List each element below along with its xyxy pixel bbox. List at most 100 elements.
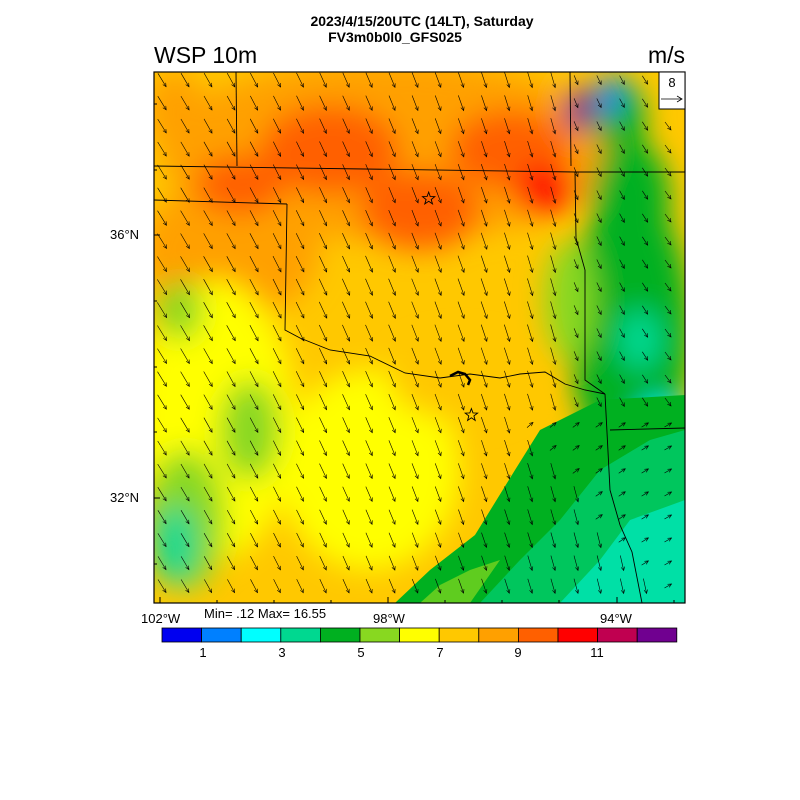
- wind-vector: [296, 164, 304, 180]
- wind-vector-head: [415, 337, 419, 342]
- wind-vector-head: [346, 152, 350, 158]
- wind-vector-head: [437, 152, 442, 158]
- wind-vector-head: [506, 589, 511, 594]
- wind-vector-head: [506, 451, 511, 457]
- map-title-datetime: 2023/4/15/20UTC (14LT), Saturday: [310, 13, 534, 29]
- wind-vector-head: [368, 566, 373, 571]
- colorbar-label-7: 7: [436, 645, 444, 660]
- wind-vector-head: [254, 106, 259, 111]
- wind-vector-head: [162, 565, 167, 571]
- wind-vector: [226, 141, 236, 157]
- wind-vector-head: [300, 474, 304, 479]
- wind-vector: [249, 301, 259, 319]
- wind-vector-head: [574, 172, 579, 178]
- wind-vector: [504, 555, 510, 571]
- wind-vector: [249, 256, 259, 272]
- wind-vector: [642, 75, 648, 85]
- wind-vector: [595, 422, 603, 428]
- wind-vector: [295, 255, 305, 273]
- wind-vector: [550, 486, 556, 502]
- wind-vector: [342, 95, 350, 111]
- wind-vector-head: [621, 402, 625, 408]
- wind-vector: [273, 463, 281, 479]
- wind-vector-head: [437, 589, 442, 594]
- wind-vector-head: [437, 245, 442, 250]
- wind-vector: [365, 255, 373, 273]
- wind-vector: [642, 305, 648, 315]
- wind-vector-head: [414, 382, 419, 388]
- wind-vector: [504, 278, 510, 296]
- wind-vector: [620, 555, 624, 571]
- wind-vector: [180, 486, 190, 502]
- wind-vector-head: [369, 451, 373, 457]
- wind-vector-head: [300, 588, 304, 594]
- wind-vector-head: [552, 152, 557, 158]
- wind-vector: [319, 486, 327, 502]
- wind-vector-head: [277, 336, 282, 342]
- wind-vector-head: [529, 83, 534, 89]
- wind-vector: [642, 374, 648, 384]
- wind-vector-head: [369, 198, 373, 204]
- wind-vector: [434, 209, 442, 227]
- wind-vector: [527, 163, 533, 181]
- wind-vector: [272, 210, 282, 226]
- wind-vector: [411, 255, 419, 273]
- wind-vector-head: [644, 287, 649, 292]
- wind-vector-head: [391, 106, 396, 112]
- wind-vector: [250, 579, 258, 593]
- wind-vector-head: [368, 588, 373, 594]
- wind-vector: [319, 324, 327, 342]
- wind-vector: [664, 491, 672, 497]
- wind-vector: [296, 417, 304, 433]
- wind-vector: [319, 210, 327, 226]
- wind-vector-head: [529, 451, 534, 457]
- wind-vector: [664, 560, 672, 566]
- wind-vector-head: [621, 491, 626, 496]
- wind-vector-head: [574, 356, 579, 362]
- wind-vector: [227, 579, 235, 593]
- wind-vector: [203, 141, 213, 157]
- wind-vector: [642, 98, 648, 108]
- wind-vector: [342, 141, 350, 157]
- wind-vector: [365, 417, 373, 433]
- wind-vector: [504, 440, 510, 456]
- wind-vector-head: [414, 428, 419, 434]
- wind-vector: [388, 301, 396, 319]
- wind-vector: [664, 305, 672, 315]
- wind-vector-head: [460, 520, 465, 526]
- wind-vector: [342, 486, 350, 502]
- wind-vector: [249, 371, 259, 387]
- wind-vector: [481, 532, 487, 548]
- wind-vector-head: [300, 314, 305, 319]
- wind-vector: [249, 486, 259, 502]
- wind-vector-head: [369, 382, 373, 388]
- wind-vector: [458, 578, 464, 594]
- wind-vector: [180, 533, 190, 547]
- wind-vector-head: [185, 152, 190, 157]
- wind-vector: [203, 348, 213, 364]
- wind-vector: [596, 190, 602, 200]
- wind-vector: [642, 397, 648, 407]
- wind-vector: [457, 141, 465, 157]
- wind-vector: [226, 509, 236, 525]
- wind-vector-head: [620, 566, 625, 572]
- wind-vector-head: [231, 542, 236, 548]
- wind-vector-head: [369, 291, 373, 296]
- wind-vector: [226, 533, 236, 547]
- wind-vector: [249, 440, 259, 456]
- wind-vector-head: [323, 336, 328, 342]
- wind-vector-head: [552, 268, 557, 274]
- wind-vector: [458, 72, 464, 88]
- wind-vector-head: [437, 198, 442, 204]
- wind-vector: [481, 186, 487, 204]
- wind-vector: [619, 190, 625, 200]
- wind-vector: [180, 579, 190, 593]
- wind-vector-head: [300, 221, 305, 227]
- wind-vector-head: [163, 244, 167, 249]
- wind-vector: [226, 325, 236, 341]
- wind-vector: [457, 416, 465, 434]
- wind-vector: [619, 305, 625, 315]
- lon-label-98w: 98°W: [373, 611, 405, 626]
- wind-vector: [434, 509, 442, 525]
- wind-vector-head: [323, 267, 328, 273]
